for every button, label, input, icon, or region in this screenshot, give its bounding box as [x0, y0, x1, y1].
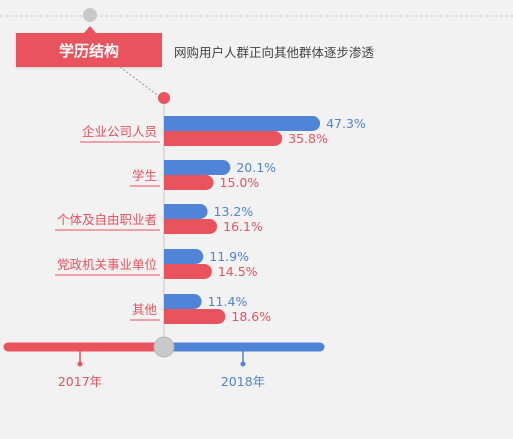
value-label-2017: 14.5% [218, 264, 258, 279]
bar-2017 [164, 131, 283, 146]
timeline-handle[interactable] [153, 336, 175, 358]
value-label-2018: 11.9% [209, 249, 249, 264]
bar-2017 [164, 175, 214, 190]
value-label-2017: 18.6% [231, 309, 271, 324]
value-label-2017: 35.8% [288, 131, 328, 146]
timeline-label-2018[interactable]: 2018年 [221, 374, 265, 389]
value-label-2017: 15.0% [220, 175, 260, 190]
connector-line [119, 66, 161, 98]
category-label: 党政机关事业单位 [57, 257, 157, 272]
axis-origin-dot [158, 92, 170, 104]
value-label-2018: 47.3% [326, 116, 366, 131]
title-pointer [84, 26, 96, 33]
category-label: 其他 [132, 302, 158, 317]
section-subtitle: 网购用户人群正向其他群体逐步渗透 [174, 45, 375, 60]
bar-2018 [164, 116, 321, 131]
tick-dot-2017 [77, 361, 83, 367]
bar-2018 [164, 294, 202, 309]
value-label-2018: 13.2% [214, 204, 254, 219]
tick-dot-2018 [240, 361, 246, 367]
bar-2018 [164, 204, 208, 219]
bar-2017 [164, 309, 226, 324]
category-label: 企业公司人员 [82, 124, 157, 139]
value-label-2017: 16.1% [223, 219, 263, 234]
value-label-2018: 11.4% [208, 294, 248, 309]
bar-2017 [164, 219, 218, 234]
category-label: 个体及自由职业者 [57, 212, 157, 227]
category-label: 学生 [132, 168, 157, 183]
section-title: 学历结构 [16, 33, 162, 67]
timeline-label-2017[interactable]: 2017年 [58, 374, 102, 389]
top-knob [83, 8, 97, 22]
bar-2018 [164, 249, 204, 264]
value-label-2018: 20.1% [236, 160, 276, 175]
bar-2018 [164, 160, 231, 175]
bar-2017 [164, 264, 212, 279]
